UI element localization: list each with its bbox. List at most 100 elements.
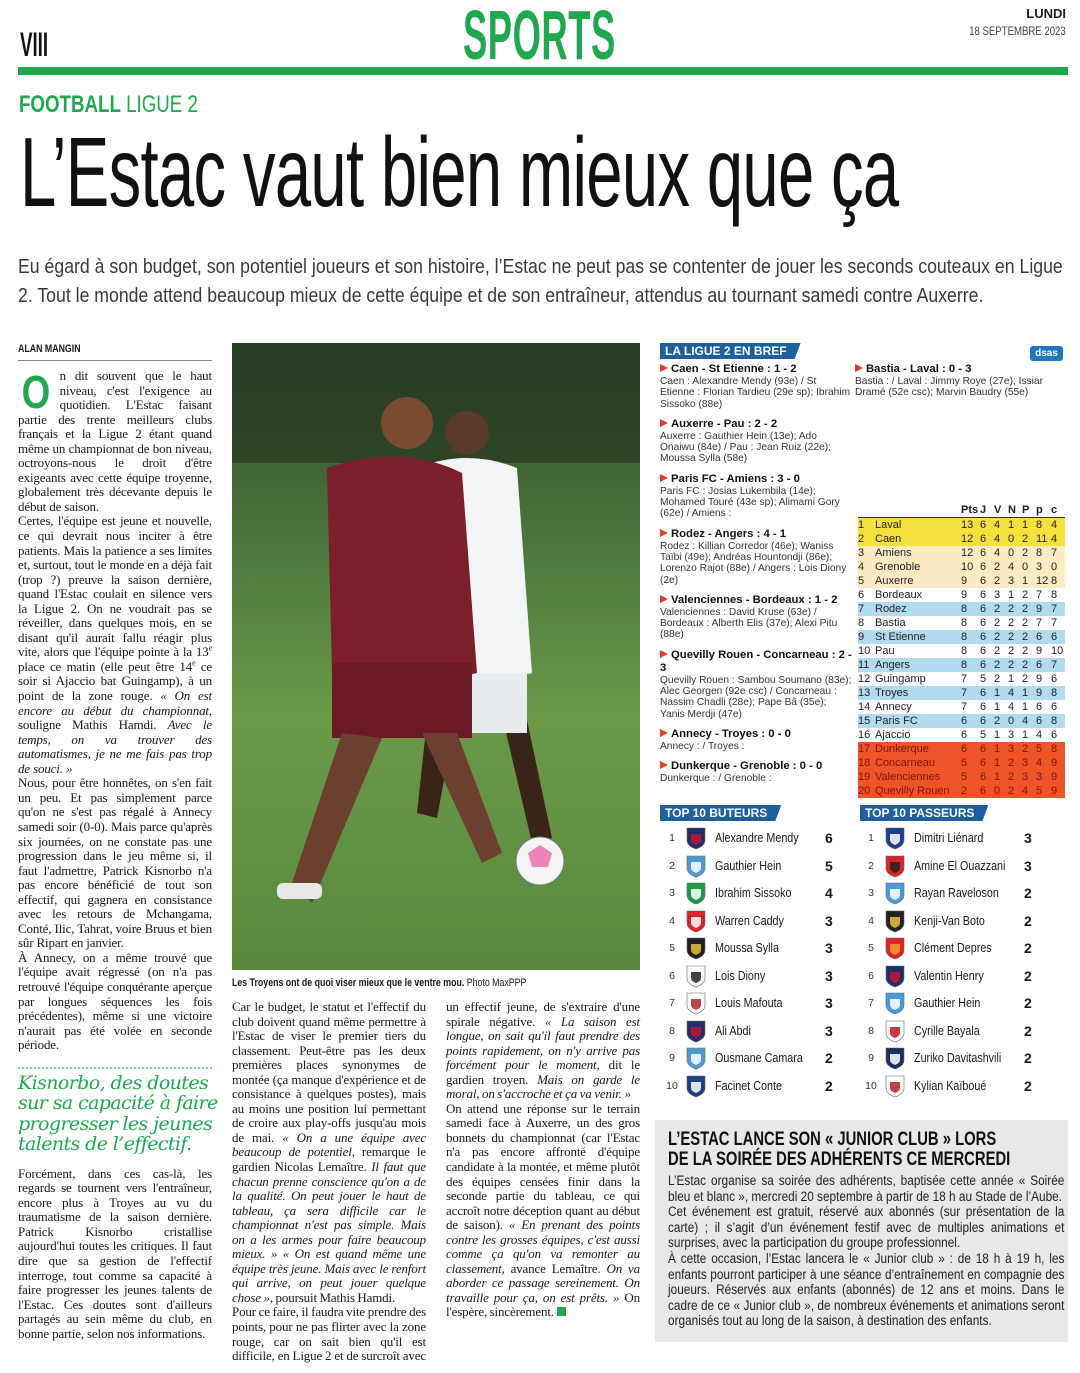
stat-cell: 7	[1036, 589, 1043, 601]
match-score: Auxerre - Pau : 2 - 2	[660, 418, 852, 431]
body-text: Car le budget, le statut et l'effectif d…	[232, 999, 426, 1145]
goal-scorers: Rodez : Killian Corredor (46e); Waniss T…	[660, 540, 847, 586]
stat-cell: 1	[1008, 673, 1015, 685]
stat-cell: 6	[961, 715, 968, 727]
body-paragraph: On attend une réponse sur le terrain sam…	[446, 1101, 640, 1320]
rank: 4	[868, 914, 874, 927]
stat-cell: 7	[961, 687, 968, 699]
stat-cell: 4	[1036, 729, 1043, 741]
body-text: ce soir si Ajaccio bat Guingamp), à un p…	[18, 658, 212, 704]
rank: 4	[669, 914, 675, 927]
junior-club-box	[655, 1120, 1068, 1342]
stat-cell: 2	[1022, 673, 1029, 685]
junior-club-title: L’ESTAC LANCE SON « JUNIOR CLUB » LORS DE…	[668, 1130, 1010, 1170]
rank: 5	[669, 942, 675, 954]
stat-cell: 0	[1008, 547, 1015, 559]
end-mark	[556, 1307, 566, 1317]
stat-cell: 6	[980, 519, 987, 531]
stat-cell: 7	[1051, 547, 1058, 559]
stat-cell: 9	[1051, 771, 1058, 783]
match-score: Quevilly Rouen - Concarneau : 2 - 3	[660, 648, 852, 674]
count: 3	[825, 967, 833, 984]
stat-cell: 4	[1008, 687, 1015, 699]
goal-scorers: Bastia : / Laval : Jimmy Roye (27e); Iss…	[855, 376, 1043, 399]
stat-cell: 2	[1022, 547, 1029, 559]
club-crest-icon	[686, 1047, 706, 1070]
body-text: Certes, l'équipe est jeune et nouvelle, …	[18, 513, 212, 660]
rank: 7	[858, 603, 865, 615]
result-item: Quevilly Rouen - Concarneau : 2 - 3 Quevi…	[660, 649, 852, 720]
divider	[18, 1066, 212, 1069]
club-crest-icon	[885, 1047, 905, 1070]
player-name: Lois Diony	[715, 968, 766, 983]
rank: 19	[858, 771, 871, 783]
stat-cell: 8	[1051, 743, 1058, 755]
stat-cell: 6	[980, 659, 987, 671]
list-item: 3 Rayan Raveloson 2	[858, 880, 1032, 906]
title-line: L’ESTAC LANCE SON « JUNIOR CLUB » LORS	[668, 1129, 997, 1150]
stat-cell: 7	[1051, 617, 1058, 629]
rank: 6	[669, 969, 675, 982]
table-row: 18 Concarneau 5 6 1 2 3 4 9	[858, 756, 1065, 770]
club-crest-icon	[885, 992, 905, 1015]
team-name: Auxerre	[875, 575, 914, 587]
rank: 15	[858, 715, 871, 727]
header-rule	[18, 67, 1068, 75]
rank: 8	[858, 617, 865, 629]
stat-cell: 5	[1036, 785, 1043, 797]
stat-cell: 2	[994, 715, 1001, 727]
stat-cell: 8	[1051, 589, 1058, 601]
result-item: Paris FC - Amiens : 3 - 0 Paris FC : Josi…	[660, 473, 852, 520]
stat-cell: 3	[1022, 757, 1029, 769]
stat-cell: 6	[1051, 631, 1058, 643]
stat-cell: 8	[1051, 715, 1058, 727]
player-name: Gauthier Hein	[715, 858, 782, 873]
body-paragraph: Pour ce faire, il faudra vite prendre de…	[232, 999, 640, 1370]
team-name: Ajaccio	[875, 729, 911, 741]
title-line: DE LA SOIRÉE DES ADHÉRENTS CE MERCREDI	[668, 1149, 1011, 1170]
rank: 9	[858, 631, 865, 643]
table-row: 11 Angers 8 6 2 2 2 6 7	[858, 658, 1065, 672]
player-name: Kenji-Van Boto	[914, 913, 985, 928]
column-header: c	[1051, 504, 1058, 516]
stat-cell: 9	[1036, 645, 1043, 657]
club-crest-icon	[686, 937, 706, 960]
stat-cell: 2	[1022, 603, 1029, 615]
rank: 2	[868, 859, 874, 872]
quote-text: On va aborder ce passage sereinement. On…	[446, 1260, 640, 1305]
quote-text: Mais on garde le moral, on s'accroche et…	[446, 1071, 640, 1102]
body-text: e	[192, 658, 196, 668]
quote-text: Avec le temps, on va trouver des automat…	[18, 717, 212, 776]
player-name: Moussa Sylla	[715, 941, 779, 955]
stat-cell: 6	[980, 645, 987, 657]
quote-text: « On a une équipe avec beaucoup de poten…	[232, 1129, 426, 1160]
results-list-right: Bastia - Laval : 0 - 3 Bastia : / Laval :…	[855, 363, 1050, 407]
table-row: 2 Caen 12 6 4 0 2 11 4	[858, 532, 1065, 546]
rank: 3	[669, 887, 675, 899]
stat-cell: 6	[980, 631, 987, 643]
body-paragraph: À Annecy, on a même trouvé que l'équipe …	[18, 950, 212, 1053]
article-column-1-continued: Forcément, dans ces cas-là, les regards …	[18, 1165, 212, 1342]
stat-cell: 2	[994, 645, 1001, 657]
stat-cell: 10	[1051, 645, 1064, 657]
club-crest-icon	[885, 965, 905, 987]
body-paragraph: Nous, pour être honnêtes, on s'en fait u…	[18, 776, 212, 951]
body-text: Forcément, dans ces cas-là, les regards …	[18, 1165, 212, 1341]
stat-cell: 6	[980, 561, 987, 573]
rank: 2	[669, 859, 675, 872]
stat-cell: 4	[1008, 701, 1015, 713]
stat-cell: 1	[994, 729, 1001, 741]
stat-cell: 7	[961, 701, 968, 713]
stat-cell: 2	[1022, 743, 1029, 755]
table-row: 19 Valenciennes 5 6 1 2 3 3 9	[858, 770, 1065, 784]
table-row: 13 Troyes 7 6 1 4 1 9 8	[858, 686, 1065, 700]
stat-cell: 2	[1008, 785, 1015, 797]
rank: 10	[865, 1079, 877, 1092]
stat-cell: 7	[1036, 617, 1043, 629]
body-text: place ce matin (elle peut être 14	[18, 658, 193, 674]
article-column-1: O n dit souvent que le haut niveau, c'es…	[18, 368, 212, 1053]
section-title: SPORTS	[463, 0, 616, 74]
goal-scorers: Quevilly Rouen : Sambou Soumano (83e); A…	[660, 674, 852, 720]
stat-cell: 4	[1051, 519, 1058, 531]
left-column: ALAN MANGIN O n dit souvent que le haut …	[18, 343, 218, 1342]
